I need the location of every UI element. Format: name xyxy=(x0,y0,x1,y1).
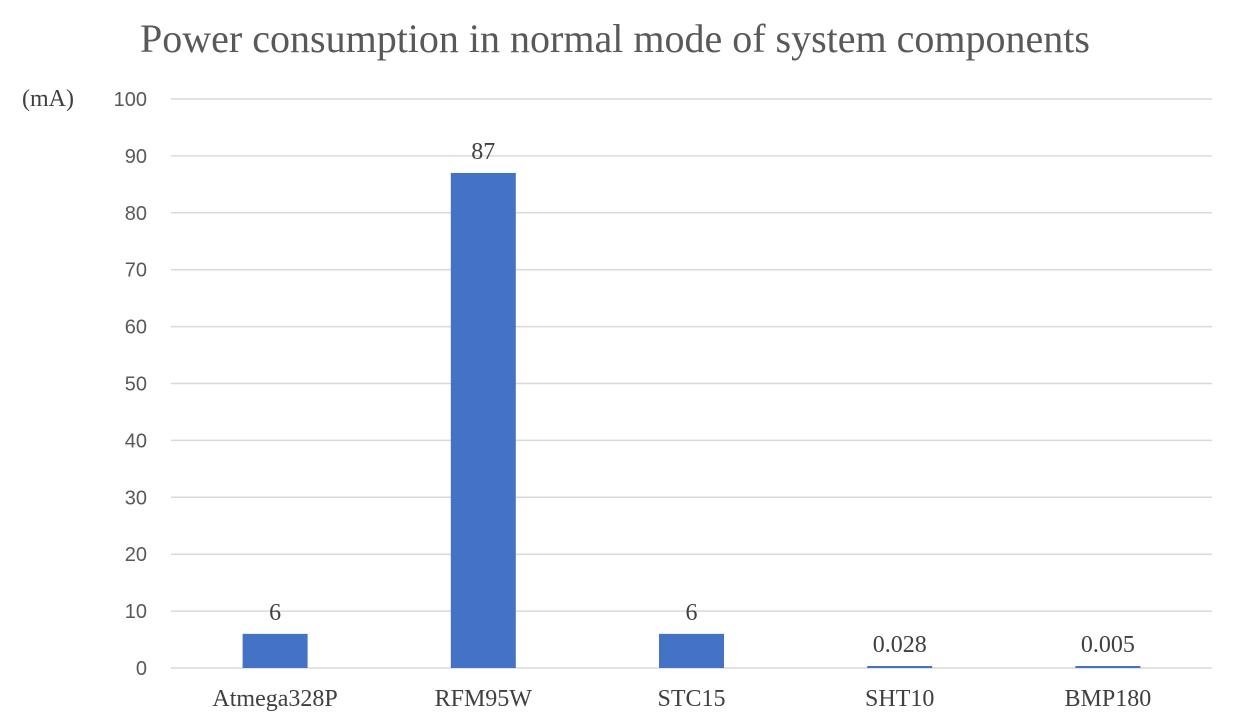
x-tick-label: Atmega328P xyxy=(212,686,337,712)
bar-sht10 xyxy=(867,666,933,668)
bar-stc15 xyxy=(659,633,724,668)
y-tick-label: 30 xyxy=(125,487,147,509)
bars xyxy=(242,172,1141,668)
data-labels: 6 87 6 0.028 0.005 xyxy=(269,139,1135,658)
x-tick-label: SHT10 xyxy=(865,686,934,712)
data-label: 0.005 xyxy=(1081,632,1135,658)
y-tick-label: 20 xyxy=(125,544,147,566)
bar-atmega328p xyxy=(242,633,308,668)
y-axis-unit-label: (mA) xyxy=(22,86,74,112)
y-tick-label: 100 xyxy=(114,89,147,111)
chart-title: Power consumption in normal mode of syst… xyxy=(140,16,1090,61)
x-tick-label: STC15 xyxy=(657,686,725,712)
y-tick-label: 60 xyxy=(125,317,147,339)
bar-rfm95w xyxy=(450,172,516,668)
y-tick-label: 10 xyxy=(125,601,147,623)
gridlines xyxy=(171,98,1212,669)
x-tick-label: BMP180 xyxy=(1065,686,1152,712)
bar-bmp180 xyxy=(1075,666,1141,668)
x-axis-ticks: Atmega328P RFM95W STC15 SHT10 BMP180 xyxy=(212,686,1151,712)
data-label: 6 xyxy=(269,600,281,626)
y-tick-label: 90 xyxy=(125,146,147,168)
data-label: 0.028 xyxy=(873,632,927,658)
y-tick-label: 50 xyxy=(125,374,147,396)
y-tick-label: 0 xyxy=(136,658,147,680)
x-tick-label: RFM95W xyxy=(435,686,533,712)
y-axis-ticks: 0 10 20 30 40 50 60 70 80 90 100 xyxy=(114,89,147,680)
y-tick-label: 70 xyxy=(125,260,147,282)
y-tick-label: 80 xyxy=(125,203,147,225)
data-label: 87 xyxy=(471,139,495,165)
data-label: 6 xyxy=(686,600,698,626)
y-tick-label: 40 xyxy=(125,430,147,452)
